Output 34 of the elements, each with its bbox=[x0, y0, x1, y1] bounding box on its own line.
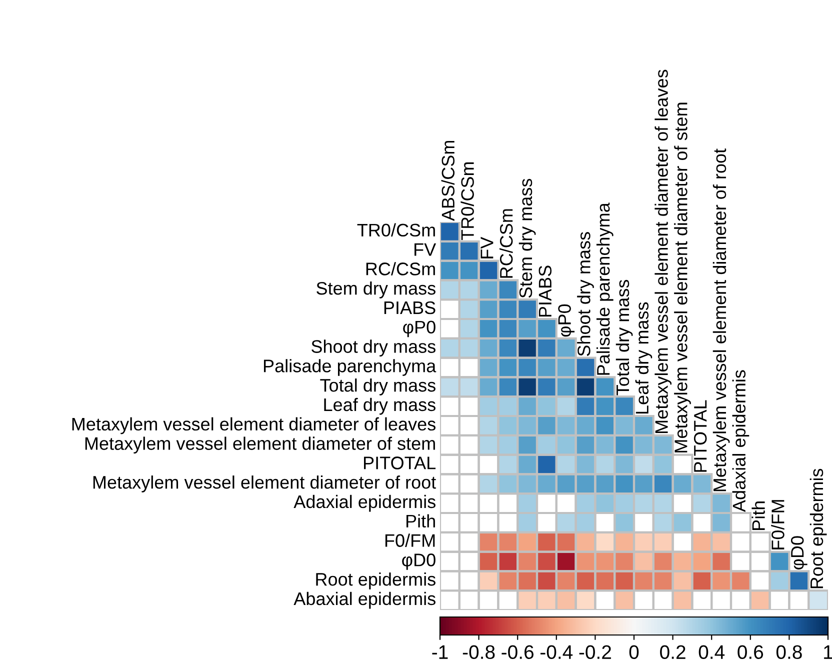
y-tick-label: PITOTAL bbox=[364, 456, 436, 470]
x-tick-label: PITOTAL bbox=[694, 400, 707, 472]
x-tick-label: Shoot dry mass bbox=[577, 232, 594, 356]
x-tick-label: Palisade parenchyma bbox=[596, 202, 614, 375]
y-tick-label: Abaxial epidermis bbox=[294, 592, 436, 609]
color-bar-label: 0.6 bbox=[738, 645, 764, 660]
x-tick-label: Metaxylem vessel element diameter of root bbox=[712, 148, 730, 492]
color-bar-label: -1 bbox=[432, 645, 448, 659]
x-tick-label: Metaxylem vessel element diameter of stem bbox=[674, 102, 691, 452]
color-bar-label: -0.6 bbox=[502, 645, 534, 660]
color-bar-label: -0.2 bbox=[579, 645, 611, 660]
color-bar-label: 0.4 bbox=[698, 645, 725, 660]
x-tick-label: Adaxial epidermis bbox=[732, 370, 750, 512]
x-tick-label: φD0 bbox=[790, 536, 808, 570]
color-bar-label: -0.8 bbox=[462, 645, 495, 660]
x-tick-label: Total dry mass bbox=[616, 280, 633, 396]
x-tick-label: PIABS bbox=[538, 266, 552, 317]
x-tick-label: RC/CSm bbox=[499, 209, 513, 278]
color-bar-label: 0.8 bbox=[776, 645, 802, 660]
x-tick-label: Pith bbox=[752, 501, 765, 530]
y-tick-label: Root epidermis bbox=[316, 572, 436, 590]
x-tick-label: Root epidermis bbox=[810, 468, 827, 588]
color-bar-label: -0.4 bbox=[540, 645, 573, 660]
x-tick-label: φP0 bbox=[558, 304, 575, 337]
y-tick-label: φD0 bbox=[402, 554, 436, 570]
x-tick-label: Stem dry mass bbox=[518, 178, 536, 298]
x-tick-label: FV bbox=[480, 236, 494, 258]
x-tick-label: ABS/CSm bbox=[441, 140, 455, 221]
color-bar-label: 1 bbox=[824, 645, 832, 659]
color-bar-label: 0 bbox=[629, 645, 639, 660]
x-tick-label: Metaxylem vessel element diameter of leaves bbox=[654, 70, 672, 433]
x-tick-label: F0/FM bbox=[771, 500, 784, 550]
x-tick-label: Leaf dry mass bbox=[635, 302, 652, 414]
color-bar-label: 0.2 bbox=[660, 645, 686, 660]
